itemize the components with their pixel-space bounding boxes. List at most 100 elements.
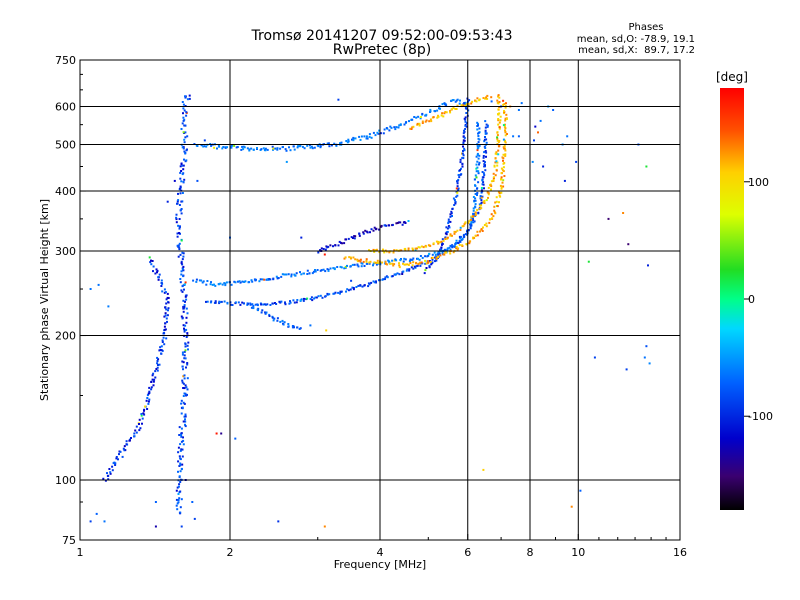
data-point <box>398 262 400 265</box>
data-point <box>395 249 398 252</box>
data-point <box>177 501 180 504</box>
data-point <box>164 312 167 315</box>
data-point <box>319 294 322 297</box>
data-point <box>281 273 284 276</box>
data-point <box>495 200 498 203</box>
data-point <box>118 453 120 456</box>
data-point <box>373 261 376 264</box>
data-point <box>281 146 284 149</box>
data-point <box>498 127 501 130</box>
data-point <box>186 332 189 335</box>
data-point <box>476 230 479 233</box>
data-point <box>167 309 169 312</box>
data-point <box>625 368 628 371</box>
data-point <box>181 173 184 176</box>
data-point <box>188 97 191 100</box>
data-point <box>370 281 373 284</box>
data-point <box>115 456 118 458</box>
data-point <box>452 197 455 200</box>
data-point <box>280 300 283 303</box>
data-point <box>478 163 480 166</box>
data-point <box>472 209 475 212</box>
data-point <box>178 218 181 220</box>
data-point <box>233 280 236 283</box>
data-point <box>350 257 352 260</box>
data-point <box>106 475 109 477</box>
data-point <box>299 144 302 147</box>
data-point <box>103 520 106 523</box>
data-point <box>175 213 178 216</box>
data-point <box>220 432 223 435</box>
data-point <box>203 139 206 142</box>
data-point <box>461 152 464 155</box>
data-point <box>436 109 439 112</box>
data-point <box>138 429 141 432</box>
data-point <box>107 305 110 308</box>
data-point <box>460 167 462 170</box>
data-point <box>206 280 209 282</box>
data-point <box>182 112 184 115</box>
data-point <box>183 330 186 333</box>
data-point <box>494 152 497 155</box>
data-point <box>163 288 166 291</box>
data-point <box>246 302 249 305</box>
data-point <box>463 147 466 150</box>
phases-heading: Phases <box>628 22 663 33</box>
data-point <box>182 324 185 327</box>
data-point <box>399 259 402 262</box>
x-tick-label: 1 <box>77 546 84 559</box>
data-point <box>396 272 399 275</box>
data-point <box>362 260 365 263</box>
data-point <box>361 262 364 265</box>
data-point <box>478 161 481 164</box>
data-point <box>183 327 185 330</box>
data-point <box>467 220 470 223</box>
data-point <box>337 98 340 101</box>
data-point <box>464 233 467 236</box>
data-point <box>490 213 493 216</box>
data-point <box>504 141 507 144</box>
data-point <box>461 237 464 240</box>
data-point <box>323 525 326 528</box>
data-point <box>462 104 465 107</box>
data-point <box>431 262 433 265</box>
data-point <box>287 273 290 276</box>
data-point <box>444 237 447 240</box>
data-point <box>453 245 456 248</box>
data-point <box>260 311 263 314</box>
data-point <box>470 102 473 105</box>
data-point <box>343 257 346 260</box>
data-point <box>326 142 329 145</box>
data-point <box>445 231 448 234</box>
data-point <box>405 269 408 272</box>
data-point <box>449 215 452 218</box>
data-point <box>456 182 459 185</box>
data-point <box>306 144 309 147</box>
data-point <box>477 131 480 134</box>
data-point <box>300 298 303 301</box>
data-point <box>182 401 185 404</box>
data-point <box>464 120 467 123</box>
data-point <box>184 425 187 428</box>
data-point <box>200 144 203 147</box>
data-point <box>459 240 461 243</box>
data-point <box>410 266 413 269</box>
data-point <box>449 110 451 113</box>
data-point <box>173 179 176 182</box>
data-point <box>121 455 124 458</box>
data-point <box>368 133 371 136</box>
data-point <box>476 187 478 190</box>
data-point <box>242 302 245 305</box>
data-point <box>349 265 352 268</box>
x-tick-label: 4 <box>377 546 384 559</box>
data-point <box>531 160 534 163</box>
phases-o-line: mean, sd,O: -78.9, 19.1 <box>577 34 695 45</box>
data-point <box>123 449 126 452</box>
data-point <box>483 165 486 168</box>
data-point <box>165 302 168 305</box>
data-point <box>485 132 488 135</box>
data-point <box>210 281 212 284</box>
data-point <box>183 304 186 307</box>
data-point <box>411 247 414 250</box>
data-point <box>504 119 507 122</box>
